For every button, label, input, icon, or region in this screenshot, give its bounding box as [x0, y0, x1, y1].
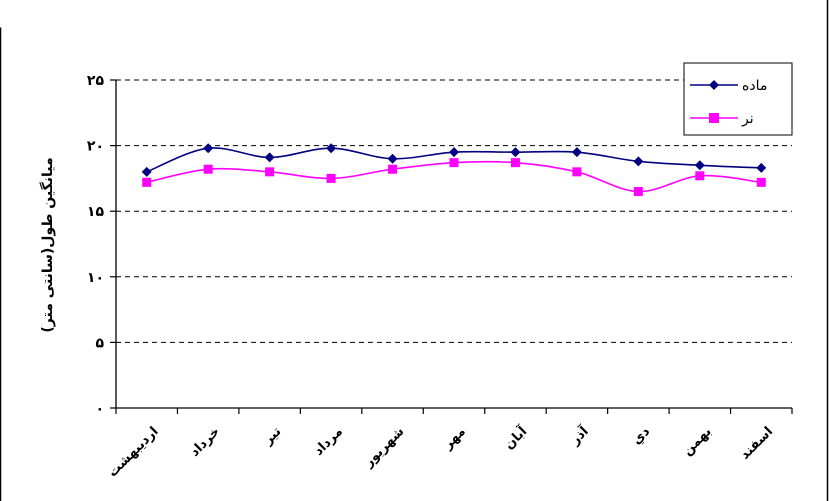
corner-decoration — [0, 0, 30, 28]
data-point-diamond — [756, 162, 767, 173]
data-point-square — [572, 167, 582, 177]
data-point-diamond — [387, 153, 398, 164]
legend-marker-diamond-icon — [709, 80, 719, 90]
data-point-square — [756, 177, 766, 187]
series-layer — [141, 143, 767, 197]
y-tick-label: ۲۵ — [87, 73, 105, 89]
data-point-diamond — [571, 147, 582, 158]
data-point-diamond — [264, 152, 275, 163]
y-tick-label: ۲۰ — [87, 139, 104, 155]
y-axis-title: میانگین طول(سانتی متر) — [39, 157, 56, 332]
data-point-square — [695, 171, 705, 181]
data-point-square — [388, 164, 398, 174]
data-point-square — [203, 164, 213, 174]
data-point-diamond — [694, 160, 705, 171]
data-point-diamond — [326, 143, 337, 154]
data-point-diamond — [510, 147, 521, 158]
legend-box — [683, 62, 793, 136]
data-point-diamond — [203, 143, 214, 154]
data-point-square — [326, 173, 336, 183]
data-point-square — [633, 187, 643, 197]
legend-label-female: ماده — [742, 78, 767, 94]
data-point-diamond — [449, 147, 459, 158]
data-point-diamond — [633, 156, 644, 167]
data-point-square — [142, 177, 152, 187]
data-point-square — [265, 167, 275, 177]
legend-marker-square-icon — [709, 113, 719, 123]
y-tick-label: ۱۵ — [87, 204, 105, 220]
y-tick-label: ۰ — [95, 401, 104, 417]
gridlines — [116, 79, 792, 343]
legend-label-male: نر — [741, 111, 754, 127]
legend-item-female: ماده — [690, 78, 767, 94]
y-tick-label: ۵ — [95, 335, 104, 351]
data-point-diamond — [141, 166, 152, 177]
data-point-square — [449, 158, 459, 168]
y-tick-label: ۱۰ — [87, 270, 104, 286]
data-point-square — [510, 158, 520, 168]
y-axis-ticks: ۰ ۵ ۱۰ ۱۵ ۲۰ ۲۵ — [87, 73, 116, 417]
legend: ماده نر — [683, 62, 793, 136]
legend-item-male: نر — [690, 111, 754, 127]
